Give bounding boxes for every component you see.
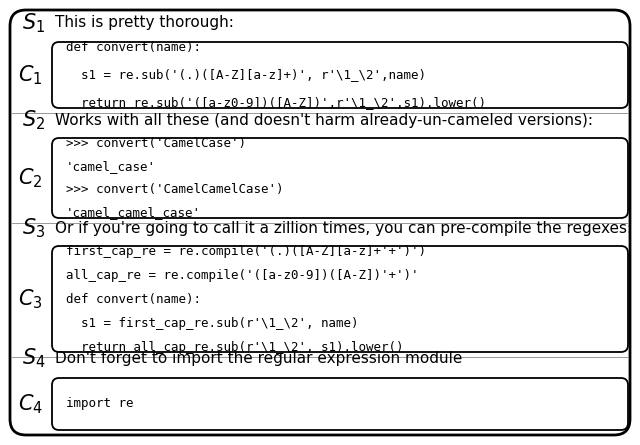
Text: >>> convert('CamelCase'): >>> convert('CamelCase') [66, 137, 246, 150]
FancyBboxPatch shape [52, 378, 628, 430]
Text: $S_3$: $S_3$ [22, 216, 45, 240]
Text: This is pretty thorough:: This is pretty thorough: [55, 16, 234, 31]
Text: $C_3$: $C_3$ [18, 287, 42, 311]
Text: >>> convert('CamelCamelCase'): >>> convert('CamelCamelCase') [66, 183, 284, 196]
Text: Works with all these (and doesn't harm already-un-cameled versions):: Works with all these (and doesn't harm a… [55, 113, 593, 128]
Text: 'camel_case': 'camel_case' [66, 160, 156, 173]
Text: $C_2$: $C_2$ [18, 166, 42, 190]
Text: def convert(name):: def convert(name): [66, 40, 201, 53]
Text: s1 = re.sub('(.)([A-Z][a-z]+)', r'\1_\2',name): s1 = re.sub('(.)([A-Z][a-z]+)', r'\1_\2'… [66, 69, 426, 81]
FancyBboxPatch shape [52, 246, 628, 352]
FancyBboxPatch shape [10, 10, 630, 435]
Text: $C_1$: $C_1$ [18, 63, 42, 87]
Text: Don't forget to import the regular expression module: Don't forget to import the regular expre… [55, 351, 462, 365]
Text: $S_1$: $S_1$ [22, 11, 45, 35]
Text: def convert(name):: def convert(name): [66, 292, 201, 306]
Text: $S_2$: $S_2$ [22, 108, 45, 132]
FancyBboxPatch shape [52, 138, 628, 218]
Text: import re: import re [66, 397, 134, 410]
Text: return all_cap_re.sub(r'\1_\2', s1).lower(): return all_cap_re.sub(r'\1_\2', s1).lowe… [66, 340, 403, 353]
Text: s1 = first_cap_re.sub(r'\1_\2', name): s1 = first_cap_re.sub(r'\1_\2', name) [66, 316, 358, 329]
Text: return re.sub('([a-z0-9])([A-Z])',r'\1_\2',s1).lower(): return re.sub('([a-z0-9])([A-Z])',r'\1_\… [66, 97, 486, 109]
Text: $C_4$: $C_4$ [17, 392, 42, 416]
Text: 'camel_camel_case': 'camel_camel_case' [66, 206, 201, 219]
Text: $S_4$: $S_4$ [22, 346, 45, 370]
Text: Or if you're going to call it a zillion times, you can pre-compile the regexes:: Or if you're going to call it a zillion … [55, 221, 632, 235]
Text: all_cap_re = re.compile('([a-z0-9])([A-Z])'+')': all_cap_re = re.compile('([a-z0-9])([A-Z… [66, 268, 419, 282]
FancyBboxPatch shape [52, 42, 628, 108]
Text: first_cap_re = re.compile('(.)([A-Z][a-z]+'+')'): first_cap_re = re.compile('(.)([A-Z][a-z… [66, 244, 426, 258]
